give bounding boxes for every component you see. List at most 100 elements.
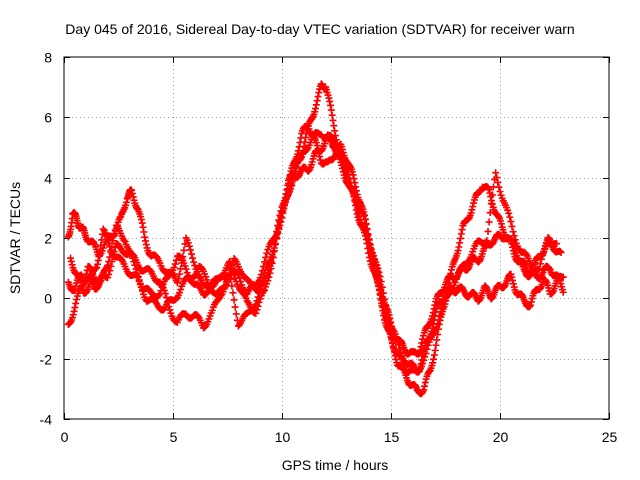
data-point	[415, 350, 423, 358]
data-point	[72, 299, 80, 307]
data-point	[376, 273, 384, 281]
data-point	[295, 143, 303, 151]
x-axis-label: GPS time / hours	[282, 457, 389, 473]
data-point	[434, 320, 442, 328]
data-point	[424, 341, 432, 349]
data-point	[382, 301, 390, 309]
data-point	[289, 177, 297, 185]
data-point	[447, 266, 455, 274]
data-point	[82, 270, 90, 278]
data-point	[487, 200, 495, 208]
data-point	[344, 170, 352, 178]
data-point	[361, 216, 369, 224]
data-point	[370, 252, 378, 260]
data-point	[312, 101, 320, 109]
data-point	[220, 284, 228, 292]
data-point	[258, 277, 266, 285]
data-point	[184, 239, 192, 247]
data-point	[107, 262, 115, 270]
data-point	[226, 269, 234, 277]
data-point	[256, 285, 264, 293]
data-point	[140, 228, 148, 236]
data-point	[488, 191, 496, 199]
data-point	[141, 233, 149, 241]
data-point	[421, 378, 429, 386]
y-tick-label: -4	[40, 412, 53, 428]
data-point	[297, 134, 305, 142]
data-point	[433, 323, 441, 331]
data-point	[197, 264, 205, 272]
data-point	[378, 299, 386, 307]
data-point	[189, 254, 197, 262]
data-point	[257, 281, 265, 289]
data-point	[325, 94, 333, 102]
data-point	[420, 386, 428, 394]
data-point	[327, 101, 335, 109]
data-point	[553, 240, 561, 248]
data-point	[77, 278, 85, 286]
data-point	[104, 261, 112, 269]
data-point	[296, 139, 304, 147]
data-point	[71, 304, 79, 312]
data-point	[224, 277, 231, 285]
data-points	[64, 80, 567, 398]
data-point	[454, 247, 462, 255]
data-point	[330, 122, 338, 130]
x-tick-label: 0	[61, 429, 69, 445]
data-point	[329, 116, 337, 124]
data-point	[228, 282, 236, 290]
data-point	[468, 206, 476, 214]
data-point	[104, 235, 112, 243]
data-point	[431, 346, 439, 354]
data-point	[509, 228, 517, 236]
data-point	[110, 231, 118, 239]
data-point	[397, 349, 405, 357]
data-point	[137, 216, 145, 224]
data-point	[346, 174, 354, 182]
data-point	[69, 311, 77, 319]
data-point	[67, 254, 75, 262]
data-point	[137, 283, 145, 291]
data-point	[294, 147, 302, 155]
data-point	[343, 167, 351, 175]
data-point	[92, 264, 100, 272]
data-point	[536, 260, 544, 268]
data-point	[142, 241, 150, 249]
data-point	[186, 246, 194, 254]
data-point	[86, 278, 94, 286]
data-point	[373, 261, 381, 269]
data-point	[271, 240, 279, 248]
data-point	[509, 280, 517, 288]
data-point	[141, 237, 149, 245]
data-point	[170, 263, 178, 271]
data-point	[228, 261, 236, 269]
data-point	[274, 229, 282, 237]
data-point	[96, 247, 104, 255]
data-point	[252, 300, 260, 308]
data-point	[278, 208, 286, 216]
data-point	[500, 283, 508, 291]
data-point	[377, 278, 385, 286]
data-point	[421, 382, 429, 390]
data-point	[537, 255, 545, 263]
data-point	[510, 232, 518, 240]
data-point	[364, 231, 372, 239]
data-point	[455, 243, 463, 251]
data-point	[70, 307, 78, 315]
data-point	[315, 89, 323, 97]
data-point	[375, 268, 383, 276]
data-point	[290, 172, 298, 180]
y-tick-label: 6	[44, 110, 52, 126]
data-point	[347, 179, 355, 187]
data-point	[493, 174, 501, 182]
data-point	[128, 190, 136, 198]
y-tick-label: -2	[40, 352, 53, 368]
data-point	[94, 256, 102, 264]
data-point	[331, 127, 339, 135]
data-point	[232, 310, 240, 318]
series-track-d	[67, 129, 561, 376]
data-point	[279, 204, 287, 212]
data-point	[270, 244, 278, 252]
data-point	[509, 247, 517, 255]
data-point	[504, 206, 512, 214]
